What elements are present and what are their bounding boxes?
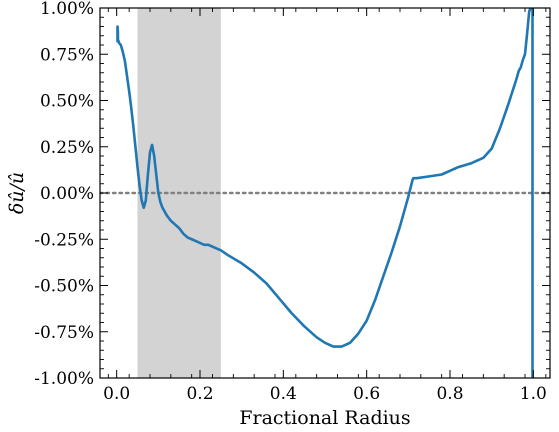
y-tick-label: 0.75% <box>40 45 94 65</box>
y-axis-label: δû/û <box>6 172 28 214</box>
x-tick-label: 0.8 <box>436 384 463 404</box>
x-tick-label: 0.2 <box>186 384 213 404</box>
y-tick-label: 0.25% <box>40 138 94 158</box>
series-line-0 <box>116 8 534 348</box>
y-tick-label: 0.00% <box>40 184 94 204</box>
y-tick-label: 0.50% <box>40 92 94 112</box>
y-tick-label: 1.00% <box>40 0 94 19</box>
x-tick-label: 1.0 <box>520 384 547 404</box>
y-tick-label: -0.75% <box>34 323 94 343</box>
plot-area <box>100 8 550 378</box>
x-tick-label: 0.0 <box>103 384 130 404</box>
y-tick-label: -1.00% <box>34 369 94 389</box>
y-tick-label: -0.25% <box>34 230 94 250</box>
axes: 0.0 0.2 0.4 0.6 0.8 1.0 1.00% 0.75% 0.50% 0.25% 0.… <box>34 0 551 404</box>
x-tick-label: 0.6 <box>353 384 380 404</box>
x-axis-label: Fractional Radius <box>239 407 410 429</box>
y-tick-label: -0.50% <box>34 277 94 297</box>
x-tick-label: 0.4 <box>270 384 297 404</box>
plot-content <box>100 8 550 378</box>
